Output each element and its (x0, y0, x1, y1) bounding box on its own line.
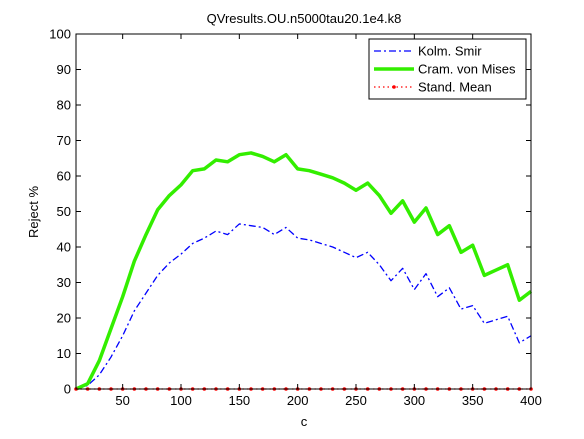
legend-label: Stand. Mean (418, 80, 492, 95)
y-tick-label: 30 (57, 275, 71, 290)
y-axis-label: Reject % (26, 186, 41, 238)
x-tick-label: 100 (170, 393, 192, 408)
x-tick-label: 400 (520, 393, 542, 408)
x-tick-label: 250 (345, 393, 367, 408)
legend: Kolm. Smir Cram. von Mises Stand. Mean (368, 38, 527, 100)
legend-marker (392, 85, 396, 89)
y-tick-label: 20 (57, 311, 71, 326)
x-tick-label: 150 (228, 393, 250, 408)
y-tick-label: 100 (49, 27, 71, 42)
y-tick-label: 60 (57, 169, 71, 184)
y-tick-label: 10 (57, 346, 71, 361)
x-tick-label: 50 (115, 393, 129, 408)
series-line-1 (75, 223, 532, 390)
series-line-2 (75, 151, 533, 391)
chart-title: QVresults.OU.n5000tau20.1e4.k8 (207, 11, 402, 26)
x-tick-label: 300 (403, 393, 425, 408)
y-tick-label: 90 (57, 62, 71, 77)
y-tick-label: 80 (57, 98, 71, 113)
plot-frame (75, 33, 532, 390)
y-tick-label: 50 (57, 204, 71, 219)
y-tick-label: 70 (57, 133, 71, 148)
legend-label: Kolm. Smir (418, 44, 482, 59)
y-tick-label: 40 (57, 240, 71, 255)
x-tick-label: 350 (462, 393, 484, 408)
y-tick-label: 0 (64, 382, 71, 397)
x-tick-label: 200 (287, 393, 309, 408)
x-axis-label: c (301, 414, 308, 429)
legend-label: Cram. von Mises (418, 62, 516, 77)
